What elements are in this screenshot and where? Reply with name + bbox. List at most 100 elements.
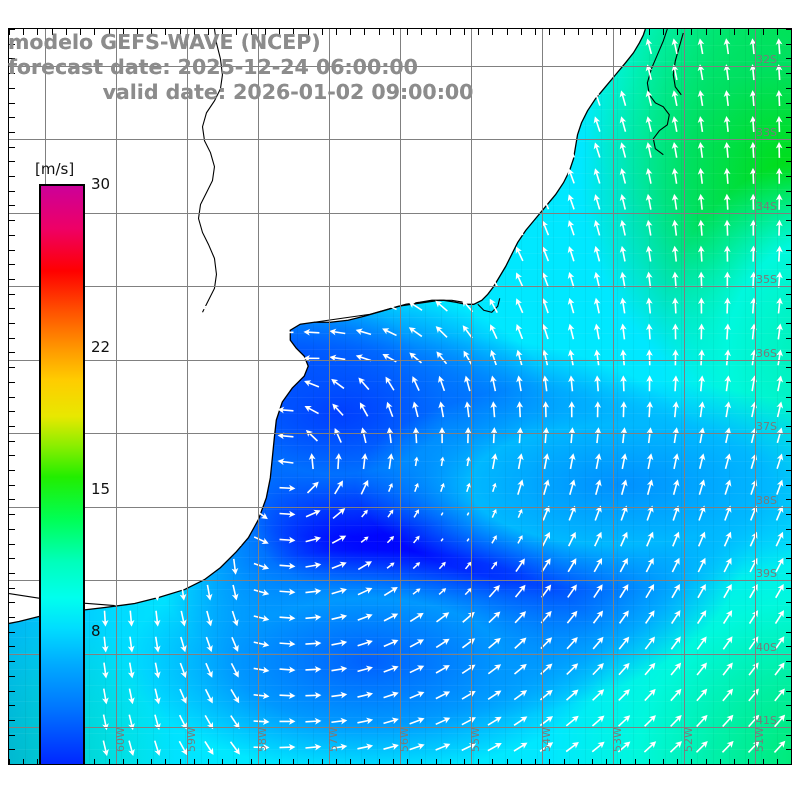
axis-tick: [9, 161, 15, 162]
axis-tick: [236, 758, 237, 764]
axis-tick: [785, 499, 791, 500]
axis-tick: [9, 617, 15, 618]
axis-tick: [407, 29, 408, 35]
axis-tick: [785, 161, 791, 162]
axis-tick: [137, 758, 138, 764]
gridline-lat: [9, 360, 791, 361]
top-axis-ticks: [9, 29, 791, 39]
axis-tick: [785, 132, 791, 133]
colorbar-unit-label: [m/s]: [35, 160, 75, 178]
axis-tick: [786, 764, 792, 765]
lon-label: 53W: [611, 727, 624, 752]
axis-tick: [492, 29, 493, 35]
gridline-lat: [9, 213, 791, 214]
axis-tick: [785, 411, 791, 412]
gridline-lon: [187, 29, 188, 764]
axis-tick: [9, 499, 15, 500]
lat-label: 37S: [756, 420, 777, 433]
axis-tick: [9, 250, 15, 251]
axis-tick: [9, 44, 15, 45]
axis-tick: [785, 544, 791, 545]
axis-tick: [9, 367, 15, 368]
axis-tick: [9, 455, 15, 456]
axis-tick: [9, 764, 15, 765]
axis-tick: [265, 758, 266, 764]
axis-tick: [785, 191, 791, 192]
axis-tick: [785, 147, 791, 148]
axis-tick: [9, 88, 15, 89]
axis-tick: [9, 573, 15, 574]
axis-tick: [677, 758, 678, 764]
axis-tick: [578, 29, 579, 35]
axis-tick: [9, 323, 15, 324]
axis-tick: [478, 29, 479, 35]
axis-tick: [763, 29, 764, 35]
lat-label: 38S: [756, 494, 777, 507]
axis-tick: [180, 758, 181, 764]
axis-tick: [9, 191, 15, 192]
axis-tick: [265, 29, 266, 35]
axis-tick: [720, 29, 721, 35]
left-axis-ticks: [9, 29, 19, 764]
axis-tick: [9, 676, 15, 677]
axis-tick: [9, 29, 15, 30]
axis-tick: [208, 758, 209, 764]
axis-tick: [620, 758, 621, 764]
axis-tick: [350, 758, 351, 764]
axis-tick: [222, 29, 223, 35]
axis-tick: [464, 29, 465, 35]
axis-tick: [9, 73, 15, 74]
axis-tick: [9, 397, 15, 398]
axis-tick: [791, 29, 792, 35]
axis-tick: [785, 88, 791, 89]
colorbar-tick: 22: [91, 337, 111, 356]
axis-tick: [9, 470, 15, 471]
axis-tick: [592, 758, 593, 764]
axis-tick: [9, 602, 15, 603]
axis-tick: [620, 29, 621, 35]
axis-tick: [785, 455, 791, 456]
lat-lon-gridlines: [9, 29, 791, 764]
axis-tick: [535, 758, 536, 764]
axis-tick: [785, 235, 791, 236]
axis-tick: [52, 29, 53, 35]
axis-tick: [785, 44, 791, 45]
axis-tick: [165, 758, 166, 764]
axis-tick: [706, 758, 707, 764]
axis-tick: [9, 294, 15, 295]
axis-tick: [407, 758, 408, 764]
axis-tick: [785, 485, 791, 486]
axis-tick: [165, 29, 166, 35]
lon-label: 52W: [682, 727, 695, 752]
axis-tick: [293, 29, 294, 35]
axis-tick: [9, 691, 15, 692]
axis-tick: [785, 661, 791, 662]
axis-tick: [94, 29, 95, 35]
axis-tick: [785, 279, 791, 280]
axis-tick: [785, 529, 791, 530]
axis-tick: [450, 29, 451, 35]
axis-tick: [785, 323, 791, 324]
axis-tick: [777, 29, 778, 35]
axis-tick: [322, 758, 323, 764]
axis-tick: [336, 29, 337, 35]
axis-tick: [748, 758, 749, 764]
gridline-lon: [542, 29, 543, 764]
axis-tick: [785, 397, 791, 398]
colorbar-tick: 30: [91, 175, 111, 193]
axis-tick: [785, 558, 791, 559]
gridline-lat: [9, 580, 791, 581]
lat-label: 39S: [756, 567, 777, 580]
map-plot-area[interactable]: 61W60W59W58W57W56W55W54W53W52W51W 32S33S…: [8, 28, 792, 765]
axis-tick: [785, 58, 791, 59]
axis-tick: [785, 514, 791, 515]
axis-tick: [109, 758, 110, 764]
gridline-lat: [9, 507, 791, 508]
axis-tick: [251, 758, 252, 764]
axis-tick: [785, 117, 791, 118]
axis-tick: [137, 29, 138, 35]
gridline-lat: [9, 286, 791, 287]
axis-tick: [194, 29, 195, 35]
axis-tick: [364, 29, 365, 35]
axis-tick: [785, 29, 791, 30]
